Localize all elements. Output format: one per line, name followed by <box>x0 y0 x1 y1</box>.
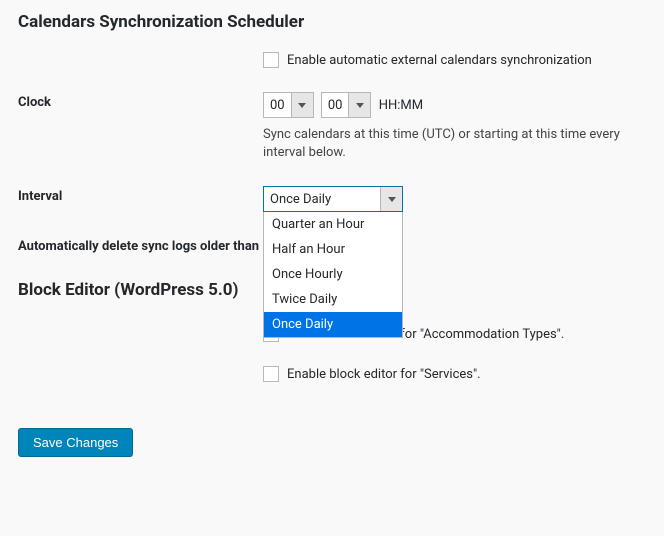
clock-minute-select[interactable]: 00 <box>321 92 372 118</box>
interval-option[interactable]: Quarter an Hour <box>264 212 402 237</box>
chevron-down-icon <box>356 103 364 108</box>
enable-sync-checkbox-row[interactable]: Enable automatic external calendars sync… <box>263 52 646 68</box>
chevron-down-icon <box>298 103 306 108</box>
interval-option[interactable]: Once Hourly <box>264 262 402 287</box>
clock-minute-dropdown-button[interactable] <box>348 93 370 117</box>
interval-dropdown-list: Quarter an Hour Half an Hour Once Hourly… <box>263 212 403 338</box>
clock-hour-value: 00 <box>264 93 291 117</box>
interval-option[interactable]: Twice Daily <box>264 287 402 312</box>
interval-select-value: Once Daily <box>264 187 380 211</box>
clock-hour-select[interactable]: 00 <box>263 92 314 118</box>
clock-minute-value: 00 <box>322 93 349 117</box>
block-accom-spacer <box>18 326 263 329</box>
interval-option[interactable]: Once Daily <box>264 312 402 337</box>
clock-label: Clock <box>18 92 263 112</box>
interval-select[interactable]: Once Daily <box>263 186 403 212</box>
interval-option[interactable]: Half an Hour <box>264 237 402 262</box>
clock-format-hint: HH:MM <box>379 98 423 113</box>
block-services-checkbox[interactable] <box>263 366 279 382</box>
block-services-spacer <box>18 366 263 369</box>
section-title-sync: Calendars Synchronization Scheduler <box>18 12 646 32</box>
block-services-label: Enable block editor for "Services". <box>287 367 481 382</box>
block-services-checkbox-row[interactable]: Enable block editor for "Services". <box>263 366 646 382</box>
enable-sync-checkbox[interactable] <box>263 52 279 68</box>
chevron-down-icon <box>388 197 396 202</box>
save-button[interactable]: Save Changes <box>18 428 133 457</box>
delete-logs-label: Automatically delete sync logs older tha… <box>18 236 263 256</box>
interval-dropdown-button[interactable] <box>380 187 402 211</box>
enable-sync-label-spacer <box>18 52 263 55</box>
clock-hour-dropdown-button[interactable] <box>291 93 313 117</box>
clock-description: Sync calendars at this time (UTC) or sta… <box>263 126 646 162</box>
enable-sync-label: Enable automatic external calendars sync… <box>287 53 592 68</box>
interval-label: Interval <box>18 186 263 206</box>
